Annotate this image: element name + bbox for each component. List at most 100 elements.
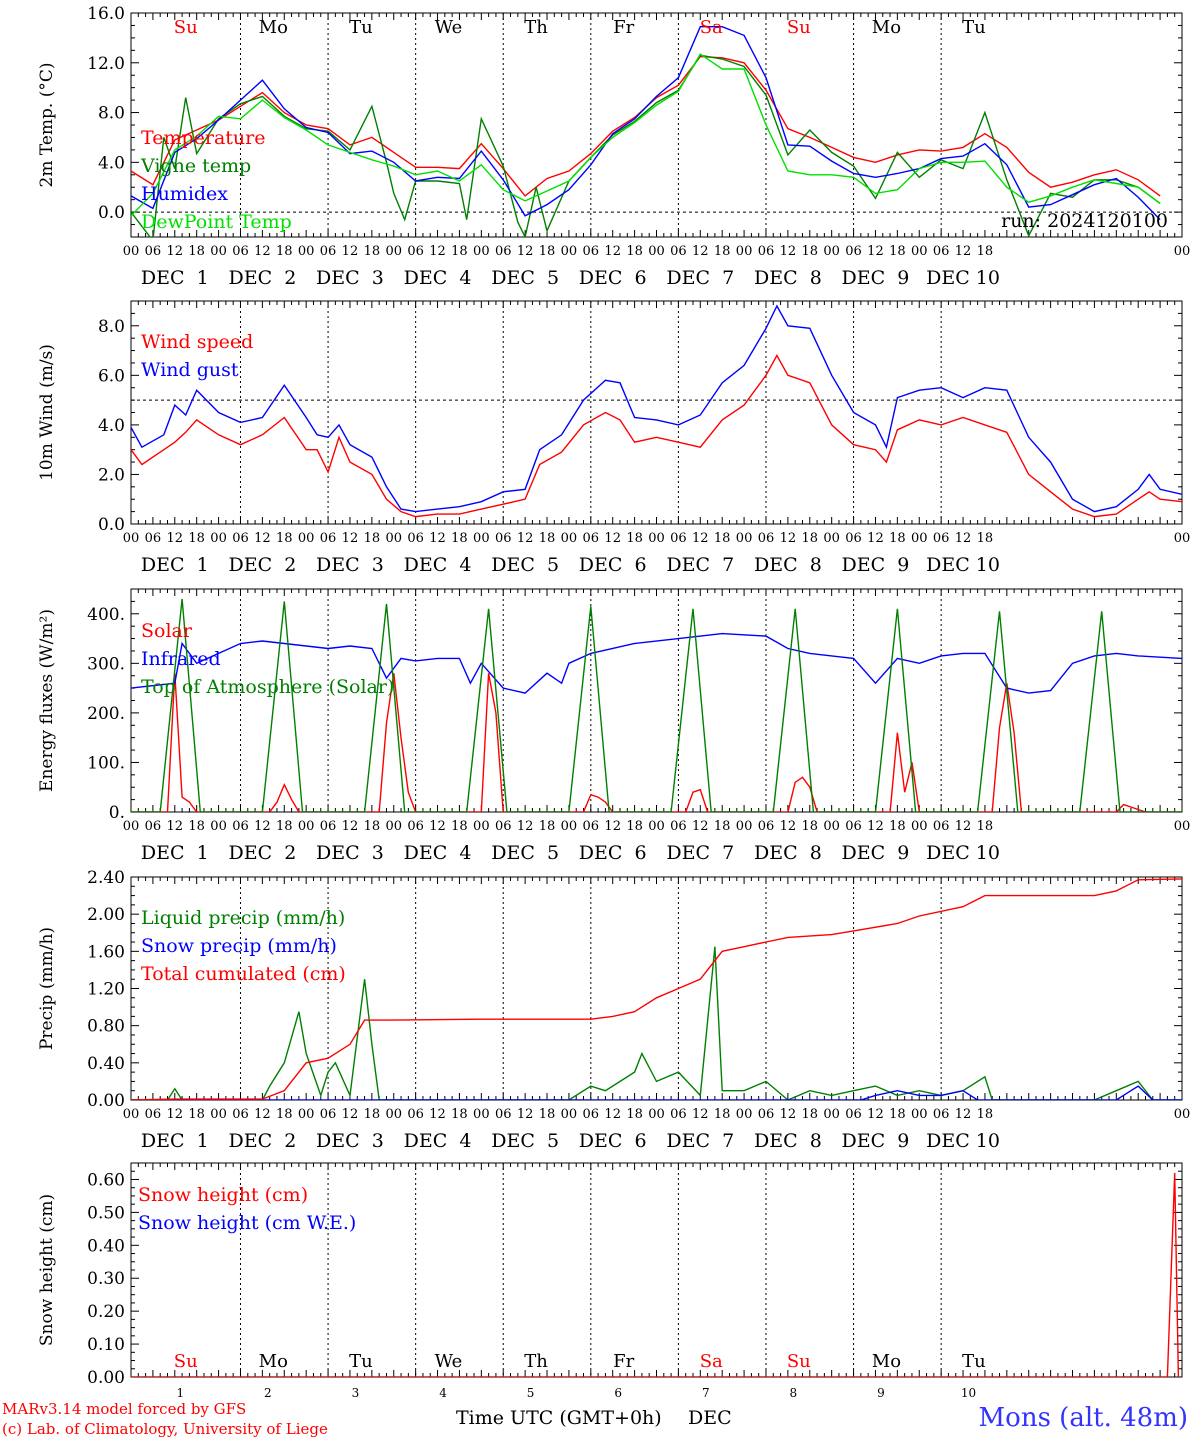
hour-label: 18 (539, 819, 556, 834)
hour-label: 18 (977, 1107, 994, 1122)
hour-label: 12 (517, 819, 534, 834)
y-tick-label: 0.0 (98, 515, 125, 535)
date-label: DEC 7 (666, 554, 734, 576)
hour-label: 00 (911, 531, 928, 546)
hour-label: 06 (320, 819, 337, 834)
hour-label: 06 (145, 1107, 162, 1122)
hour-label: 12 (342, 819, 359, 834)
hour-label: 12 (780, 819, 797, 834)
hour-label: 12 (254, 819, 271, 834)
hour-label: 06 (670, 244, 687, 259)
weekday-label: Mo (872, 1351, 901, 1372)
y-tick-label: 0.20 (87, 1302, 125, 1322)
weekday-label: Sa (700, 1351, 723, 1372)
weekday-label: Th (524, 1351, 548, 1372)
hour-label: 12 (254, 531, 271, 546)
legend-entry: Snow height (cm W.E.) (138, 1212, 356, 1234)
date-label: DEC 2 (228, 842, 296, 864)
hour-label: 06 (845, 531, 862, 546)
hour-label: 06 (845, 819, 862, 834)
weekday-label: Su (174, 17, 198, 38)
legend-entry: Solar (141, 620, 193, 642)
hour-label: 12 (167, 244, 184, 259)
day-number-label: 1 (176, 1386, 184, 1400)
hour-label: 06 (933, 1107, 950, 1122)
date-label: DEC 9 (842, 842, 910, 864)
weekday-label: Fr (613, 17, 634, 38)
y-tick-label: 0.0 (98, 203, 125, 223)
y-tick-label: 12.0 (87, 54, 125, 74)
hour-label: 00 (648, 531, 665, 546)
hour-label: 12 (342, 1107, 359, 1122)
hour-label: 06 (495, 531, 512, 546)
hour-label: 12 (429, 244, 446, 259)
hour-label: 00 (561, 531, 578, 546)
weekday-label: Mo (872, 17, 901, 38)
hour-label: 06 (407, 819, 424, 834)
hour-label: 00 (736, 244, 753, 259)
hour-label: 00 (473, 819, 490, 834)
series-line-snow-height-cm- (131, 1172, 1180, 1377)
hour-label: 12 (604, 819, 621, 834)
y-tick-label: 1.20 (87, 980, 125, 1000)
series-line-infrared (131, 632, 1182, 694)
hour-label: 06 (758, 244, 775, 259)
hour-label: 12 (867, 819, 884, 834)
y-tick-label: 0.50 (87, 1203, 125, 1223)
date-label: DEC 10 (926, 554, 1000, 576)
hour-label: 18 (801, 244, 818, 259)
legend-entry: Humidex (141, 183, 228, 205)
series-line-humidex (131, 26, 1161, 221)
hour-label: 00 (473, 1107, 490, 1122)
y-tick-label: 0.00 (87, 1368, 125, 1388)
plot-frame (130, 588, 1183, 813)
date-label: DEC 5 (491, 1130, 559, 1152)
date-label: DEC 1 (141, 842, 209, 864)
weekday-label: Tu (349, 1351, 373, 1372)
hour-label: 18 (364, 244, 381, 259)
hour-label: 06 (758, 1107, 775, 1122)
y-tick-label: 2.40 (87, 868, 125, 888)
hour-label: 18 (801, 819, 818, 834)
legend-entry: Wind gust (141, 359, 239, 381)
series-line-snow-precip-mm-h- (131, 1085, 1182, 1100)
date-label: DEC 8 (754, 554, 822, 576)
hour-label: 18 (276, 531, 293, 546)
hour-label: 00 (911, 244, 928, 259)
y-tick-label: 8.0 (98, 104, 125, 124)
legend-entry: Wind speed (141, 331, 253, 353)
y-tick-label: 0.30 (87, 1269, 125, 1289)
hour-label: 00 (736, 1107, 753, 1122)
hour-label: 18 (714, 531, 731, 546)
hour-label: 00 (210, 819, 227, 834)
hour-label: 18 (188, 819, 205, 834)
weekday-label: Mo (259, 17, 288, 38)
hour-label: 18 (626, 531, 643, 546)
legend-entry: Liquid precip (mm/h) (141, 907, 345, 929)
hour-label: 12 (780, 244, 797, 259)
y-tick-label: 0.60 (87, 1170, 125, 1190)
date-label: DEC 9 (842, 1130, 910, 1152)
hour-label: 06 (495, 819, 512, 834)
hour-label: 06 (845, 1107, 862, 1122)
hour-label: 18 (188, 1107, 205, 1122)
y-axis-label: Precip (mm/h) (37, 927, 57, 1050)
y-tick-label: 0.10 (87, 1335, 125, 1355)
day-number-label: 9 (877, 1386, 885, 1400)
date-label: DEC 7 (666, 842, 734, 864)
hour-label: 06 (583, 244, 600, 259)
date-label: DEC 5 (491, 267, 559, 289)
hour-label: 00 (1174, 1107, 1191, 1122)
legend-entry: DewPoint Temp (141, 211, 292, 233)
y-axis-label: Energy fluxes (W/m²) (37, 609, 57, 792)
y-tick-label: 0.80 (87, 1017, 125, 1037)
hour-label: 06 (145, 244, 162, 259)
hour-label: 06 (670, 531, 687, 546)
date-label: DEC 4 (404, 554, 472, 576)
date-label: DEC 1 (141, 267, 209, 289)
date-label: DEC 2 (228, 1130, 296, 1152)
weekday-label: Tu (962, 17, 986, 38)
hour-label: 00 (561, 244, 578, 259)
hour-label: 06 (845, 244, 862, 259)
